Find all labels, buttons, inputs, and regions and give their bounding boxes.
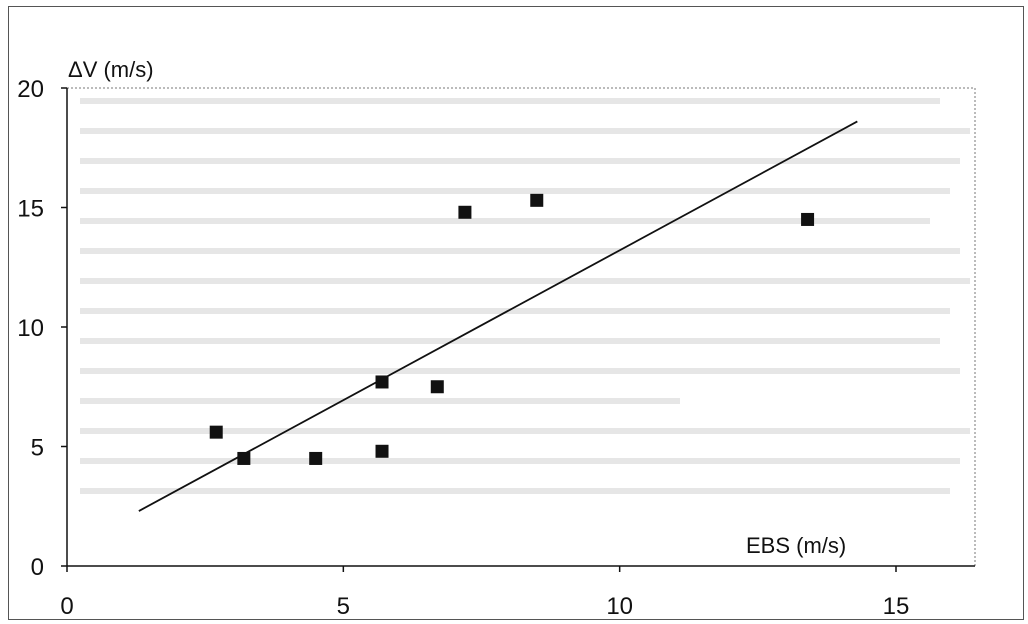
axes — [61, 87, 976, 572]
y-tick-labels: 0 5 10 15 20 — [17, 76, 44, 581]
y-tick-label: 0 — [31, 554, 44, 581]
x-tick-label: 5 — [337, 593, 350, 620]
regression-line — [138, 120, 858, 512]
data-point — [375, 444, 389, 458]
y-tick-label: 5 — [31, 435, 44, 462]
y-tick-label: 10 — [17, 315, 44, 342]
data-point — [530, 193, 544, 207]
fit-line — [138, 120, 858, 512]
data-point — [458, 205, 472, 219]
y-tick-label: 15 — [17, 196, 44, 223]
x-tick-label: 10 — [606, 593, 633, 620]
y-tick-label: 20 — [17, 76, 44, 103]
data-point — [375, 375, 389, 389]
data-points — [209, 193, 815, 465]
y-axis-label: ΔV (m/s) — [68, 57, 154, 82]
x-tick-label: 0 — [60, 593, 73, 620]
plot-area-border — [66, 87, 976, 567]
data-point — [801, 212, 815, 226]
x-tick-labels: 0 5 10 15 — [60, 593, 909, 620]
x-tick-label: 15 — [883, 593, 910, 620]
data-point — [309, 451, 323, 465]
data-point — [209, 425, 223, 439]
figure-frame — [8, 6, 1024, 620]
data-point — [237, 451, 251, 465]
data-point — [430, 380, 444, 394]
x-axis-label: EBS (m/s) — [746, 533, 846, 558]
